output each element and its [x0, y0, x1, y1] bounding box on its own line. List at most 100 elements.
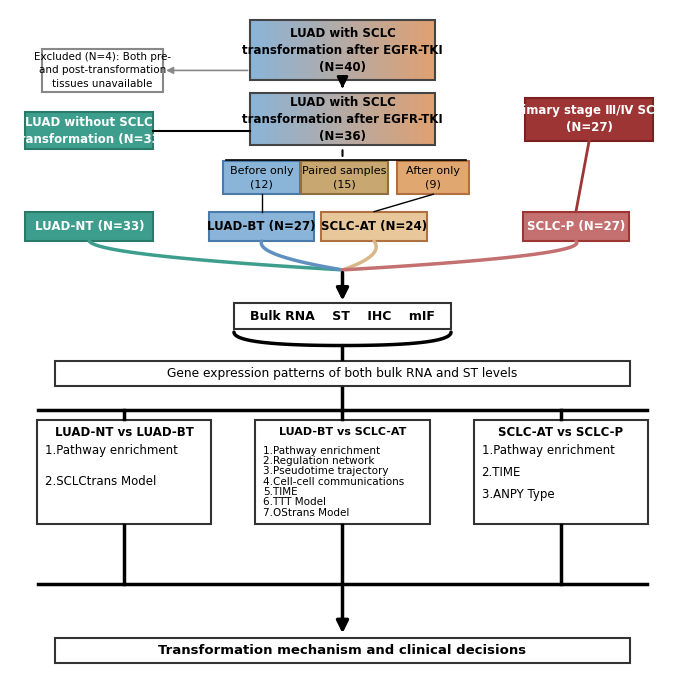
- Bar: [351, 20, 355, 81]
- Bar: [367, 93, 370, 145]
- Bar: [334, 93, 336, 145]
- Bar: [425, 93, 428, 145]
- Bar: [419, 20, 423, 81]
- Bar: [253, 20, 257, 81]
- Bar: [299, 20, 303, 81]
- Bar: [392, 20, 395, 81]
- Text: LUAD with SCLC
transformation after EGFR-TKI
(N=36): LUAD with SCLC transformation after EGFR…: [242, 96, 443, 143]
- Bar: [432, 93, 434, 145]
- Bar: [321, 93, 324, 145]
- Text: 2.Regulation network: 2.Regulation network: [263, 456, 375, 466]
- Text: 4.Cell-cell communications: 4.Cell-cell communications: [263, 477, 405, 487]
- Bar: [309, 20, 312, 81]
- Bar: [306, 93, 309, 145]
- Bar: [55, 638, 630, 663]
- Bar: [330, 93, 334, 145]
- Bar: [367, 20, 370, 81]
- Bar: [309, 93, 312, 145]
- Text: 7.OStrans Model: 7.OStrans Model: [263, 507, 349, 518]
- Text: LUAD without SCLC
transformation (N=33): LUAD without SCLC transformation (N=33): [14, 115, 165, 145]
- Bar: [251, 20, 253, 81]
- Text: LUAD-BT vs SCLC-AT: LUAD-BT vs SCLC-AT: [279, 427, 406, 437]
- Bar: [321, 20, 324, 81]
- Bar: [370, 93, 373, 145]
- Bar: [256, 420, 429, 524]
- Bar: [370, 20, 373, 81]
- Bar: [293, 93, 297, 145]
- Bar: [303, 93, 306, 145]
- Bar: [342, 20, 346, 81]
- Bar: [251, 20, 434, 81]
- Text: 5.TIME: 5.TIME: [263, 487, 298, 497]
- Bar: [336, 20, 340, 81]
- Bar: [284, 20, 287, 81]
- Text: LUAD with SCLC
transformation after EGFR-TKI
(N=40): LUAD with SCLC transformation after EGFR…: [242, 27, 443, 74]
- Bar: [397, 161, 469, 194]
- Text: LUAD-NT vs LUAD-BT: LUAD-NT vs LUAD-BT: [55, 426, 194, 438]
- Bar: [422, 93, 425, 145]
- Bar: [278, 93, 281, 145]
- Bar: [324, 20, 327, 81]
- Bar: [257, 20, 260, 81]
- Bar: [25, 112, 153, 149]
- Bar: [432, 20, 434, 81]
- Bar: [523, 212, 629, 241]
- Bar: [42, 48, 163, 92]
- Bar: [386, 20, 388, 81]
- Text: Before only
(12): Before only (12): [229, 166, 293, 189]
- Bar: [272, 93, 275, 145]
- Bar: [361, 20, 364, 81]
- Text: SCLC-P (N=27): SCLC-P (N=27): [527, 220, 625, 233]
- Bar: [422, 20, 425, 81]
- Bar: [55, 361, 630, 387]
- Bar: [284, 93, 287, 145]
- Bar: [306, 20, 309, 81]
- Bar: [373, 20, 376, 81]
- Bar: [413, 20, 416, 81]
- Bar: [336, 93, 340, 145]
- Bar: [327, 20, 330, 81]
- Bar: [404, 93, 407, 145]
- Bar: [327, 93, 330, 145]
- Bar: [37, 420, 211, 524]
- Bar: [299, 93, 303, 145]
- Bar: [290, 20, 293, 81]
- Bar: [395, 93, 398, 145]
- Text: LUAD-BT (N=27): LUAD-BT (N=27): [208, 220, 316, 233]
- Bar: [428, 93, 432, 145]
- Bar: [416, 93, 419, 145]
- Bar: [263, 93, 266, 145]
- Bar: [234, 303, 451, 329]
- Bar: [260, 93, 263, 145]
- Bar: [392, 93, 395, 145]
- Text: Bulk RNA    ST    IHC    mIF: Bulk RNA ST IHC mIF: [250, 309, 435, 322]
- Bar: [364, 20, 367, 81]
- Bar: [407, 93, 410, 145]
- Bar: [253, 93, 257, 145]
- Bar: [345, 93, 349, 145]
- Bar: [25, 212, 153, 241]
- Text: 3.Pseudotime trajectory: 3.Pseudotime trajectory: [263, 466, 389, 477]
- Bar: [376, 20, 379, 81]
- Bar: [358, 20, 361, 81]
- Text: primary stage Ⅲ/Ⅳ SCLC
(N=27): primary stage Ⅲ/Ⅳ SCLC (N=27): [508, 104, 671, 135]
- Bar: [318, 93, 321, 145]
- Bar: [263, 20, 266, 81]
- Bar: [312, 20, 315, 81]
- Bar: [349, 20, 351, 81]
- Bar: [278, 20, 281, 81]
- Bar: [281, 20, 284, 81]
- Bar: [269, 20, 272, 81]
- Bar: [340, 20, 342, 81]
- Text: Transformation mechanism and clinical decisions: Transformation mechanism and clinical de…: [158, 644, 527, 657]
- Bar: [287, 93, 290, 145]
- Text: 2.TIME: 2.TIME: [482, 466, 521, 479]
- Bar: [330, 20, 334, 81]
- Bar: [287, 20, 290, 81]
- Bar: [395, 20, 398, 81]
- Bar: [312, 93, 315, 145]
- Bar: [416, 20, 419, 81]
- Text: Paired samples
(15): Paired samples (15): [302, 166, 386, 189]
- Bar: [345, 20, 349, 81]
- Bar: [257, 93, 260, 145]
